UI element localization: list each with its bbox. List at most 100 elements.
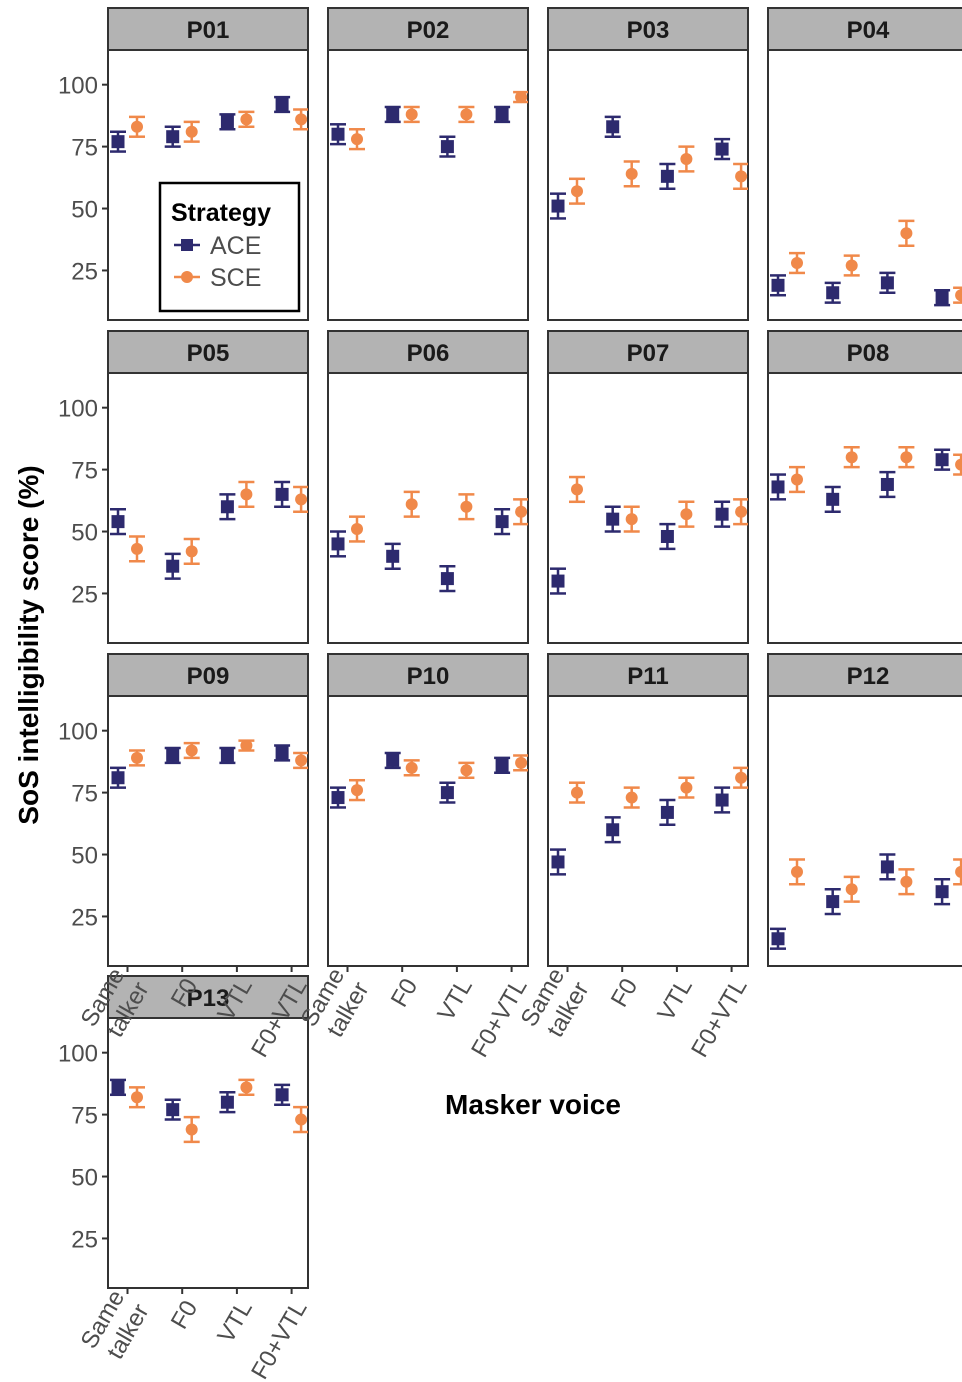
panel-strip	[107, 330, 309, 374]
ace-point	[220, 1095, 234, 1109]
panel-p11: P11	[547, 653, 749, 967]
ace-point	[495, 758, 509, 772]
sce-point	[571, 483, 583, 496]
sce-point	[791, 865, 803, 878]
legend-label: ACE	[210, 232, 261, 260]
ace-point	[386, 753, 400, 767]
sce-point	[131, 751, 143, 764]
y-tick-label: 100	[58, 1041, 98, 1068]
panel-data	[550, 115, 748, 220]
panel-title: P05	[187, 340, 230, 367]
ace-point	[166, 748, 180, 762]
x-tick-label: VTL	[212, 1296, 257, 1348]
sce-point	[295, 493, 308, 506]
y-tick-label: 75	[71, 1103, 98, 1130]
panel-p04: P04	[767, 7, 962, 321]
ace-point	[220, 748, 234, 762]
y-tick-label: 50	[71, 197, 98, 224]
sce-point	[900, 875, 913, 888]
sce-point	[735, 170, 748, 183]
y-tick-label: 50	[71, 843, 98, 870]
panel-frame	[767, 372, 962, 644]
ace-point	[275, 487, 289, 501]
ace-point	[331, 537, 345, 551]
ace-point	[331, 791, 345, 805]
panel-title: P12	[847, 663, 890, 690]
ace-point	[386, 107, 400, 121]
ace-point	[935, 291, 949, 305]
ace-point	[495, 515, 509, 529]
ace-point	[826, 895, 840, 909]
ace-point	[220, 500, 234, 514]
y-tick-label: 100	[58, 396, 98, 423]
ace-point	[606, 512, 620, 526]
ace-point	[111, 771, 125, 785]
ace-point	[660, 805, 674, 819]
sce-point	[900, 227, 913, 240]
sce-point	[900, 451, 913, 464]
panel-frame	[327, 695, 529, 967]
sce-point	[131, 542, 143, 555]
panel-frame	[547, 49, 749, 321]
panel-p12: P12	[767, 653, 962, 967]
panels-layer: P01 P02 P03 P04 P05 P06 P07 P08 P09 P10 P11 P12 P13	[107, 7, 962, 1289]
sce-point	[405, 761, 418, 774]
y-tick-label: 75	[71, 458, 98, 485]
sce-point	[351, 133, 363, 146]
ace-point	[880, 860, 894, 874]
sce-point	[515, 756, 528, 769]
panel-p10: P10	[327, 653, 529, 967]
panel-p09: P09	[107, 653, 309, 967]
y-tick-label: 50	[71, 520, 98, 547]
legend-key-circle	[181, 271, 193, 283]
panel-data	[110, 739, 308, 789]
panel-frame	[547, 695, 749, 967]
legend-key-square	[181, 239, 193, 251]
panel-title: P03	[627, 17, 670, 44]
ace-point	[880, 276, 894, 290]
panel-title: P10	[407, 663, 450, 690]
ace-point	[935, 453, 949, 467]
sce-point	[515, 505, 528, 518]
legend-title: Strategy	[171, 199, 271, 227]
sce-point	[295, 754, 308, 767]
sce-point	[571, 786, 583, 799]
y-tick-label: 25	[71, 258, 98, 285]
sce-point	[845, 883, 858, 896]
sce-point	[955, 458, 962, 471]
ace-point	[166, 130, 180, 144]
sce-point	[295, 1113, 308, 1126]
y-tick-label: 25	[71, 581, 98, 608]
ace-point	[826, 492, 840, 506]
panel-p03: P03	[547, 7, 749, 321]
ace-point	[275, 746, 289, 760]
panel-strip	[767, 7, 962, 51]
sce-point	[791, 257, 803, 270]
panel-strip	[547, 330, 749, 374]
panel-title: P13	[187, 985, 230, 1012]
x-tick-label: F0	[606, 974, 643, 1012]
ace-point	[111, 515, 125, 529]
x-axis-title: Masker voice	[445, 1089, 621, 1120]
panel-data	[110, 480, 308, 580]
sce-point	[240, 488, 253, 501]
x-tick-label: Sametalker	[76, 1285, 155, 1367]
ace-point	[331, 127, 345, 141]
panel-data	[770, 446, 962, 513]
y-tick-label: 50	[71, 1165, 98, 1192]
legend-label: SCE	[210, 264, 261, 292]
sce-point	[955, 865, 962, 878]
ace-point	[386, 549, 400, 563]
sce-point	[240, 1081, 253, 1094]
panel-title: P09	[187, 663, 230, 690]
sce-point	[240, 113, 253, 126]
y-tick-label: 25	[71, 1226, 98, 1253]
panel-p05: P05	[107, 330, 309, 644]
panel-title: P11	[627, 663, 668, 690]
panel-data	[550, 475, 748, 595]
x-tick-label: VTL	[432, 974, 477, 1026]
panel-p07: P07	[547, 330, 749, 644]
ace-point	[166, 559, 180, 573]
panel-data	[110, 95, 308, 153]
